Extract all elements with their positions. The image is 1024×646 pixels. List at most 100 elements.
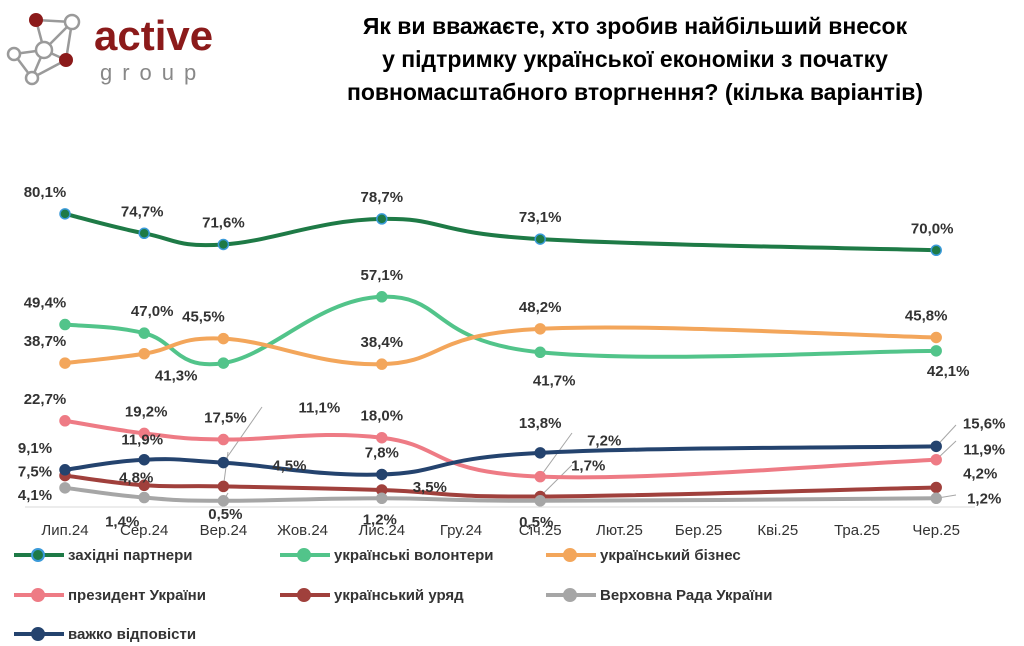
- title-line-1: Як ви вважаєте, хто зробив найбільший вн…: [362, 13, 908, 39]
- x-tick-label: Жов.24: [277, 522, 328, 539]
- x-tick-label: Бер.25: [675, 522, 722, 539]
- data-point: [534, 470, 546, 483]
- data-label: 18,0%: [361, 408, 404, 425]
- x-tick-label: Лис.24: [359, 522, 406, 539]
- data-label: 38,7%: [24, 333, 67, 350]
- title-line-3: повномасштабного вторгнення? (кілька вар…: [346, 79, 924, 105]
- data-point: [534, 233, 546, 245]
- data-point: [217, 238, 230, 251]
- legend-item: український уряд: [280, 583, 464, 607]
- x-tick-label: Лип.24: [41, 522, 88, 539]
- line-chart: Лип.24 Сер.24 Вер.24 Жов.24 Лис.24 Гру.24 Січ.…: [18, 184, 1006, 539]
- data-point: [376, 358, 388, 370]
- data-label: 71,6%: [202, 214, 245, 231]
- data-label: 11,9%: [121, 432, 163, 449]
- data-label: 7,2%: [587, 433, 621, 450]
- data-point: [930, 440, 942, 453]
- data-label: 45,8%: [905, 307, 948, 324]
- logo-sub: group: [100, 60, 206, 85]
- data-label: 78,7%: [361, 189, 404, 206]
- x-tick-label: Гру.24: [440, 522, 482, 539]
- data-point: [376, 468, 388, 481]
- data-point: [217, 495, 230, 507]
- data-label: 13,8%: [519, 415, 562, 432]
- x-axis: Лип.24 Сер.24 Вер.24 Жов.24 Лис.24 Гру.24 Січ.…: [25, 506, 975, 539]
- data-point: [59, 464, 71, 476]
- legend-swatch-icon: [14, 583, 64, 607]
- data-point: [930, 244, 942, 256]
- data-label: 49,4%: [24, 295, 67, 312]
- legend-label: український бізнес: [600, 546, 741, 564]
- logo: active group: [0, 0, 240, 92]
- data-label: 0,5%: [519, 514, 553, 531]
- data-point: [138, 327, 150, 339]
- data-point: [217, 433, 230, 446]
- data-label: 1,7%: [571, 457, 605, 474]
- legend-swatch-icon: [14, 543, 64, 567]
- data-label: 70,0%: [911, 220, 954, 237]
- data-label: 38,4%: [361, 334, 404, 351]
- legend-swatch-icon: [280, 583, 330, 607]
- data-point: [930, 331, 942, 344]
- legend-label: українські волонтери: [334, 546, 494, 564]
- data-label: 4,5%: [272, 457, 306, 474]
- data-point: [138, 491, 150, 504]
- data-point: [930, 345, 942, 357]
- data-point: [59, 482, 71, 494]
- data-label: 7,8%: [365, 444, 399, 461]
- data-point: [138, 347, 150, 360]
- data-label: 42,1%: [927, 363, 970, 380]
- leader-line: [539, 464, 573, 497]
- x-tick-label: Кві.25: [757, 522, 798, 539]
- logo-word: active: [94, 12, 213, 59]
- legend-swatch-icon: [14, 622, 64, 646]
- data-label: 11,9%: [963, 442, 1005, 459]
- data-point: [534, 323, 546, 335]
- data-point: [376, 291, 388, 303]
- x-tick-label: Чер.25: [912, 522, 960, 539]
- data-point: [138, 453, 150, 466]
- data-label: 19,2%: [125, 403, 168, 420]
- legend-item: Верховна Рада України: [546, 583, 773, 607]
- x-tick-label: Вер.24: [200, 522, 248, 539]
- data-label: 41,7%: [533, 372, 576, 389]
- series-line: [63, 473, 939, 499]
- data-point: [217, 480, 230, 493]
- data-point: [930, 492, 942, 505]
- data-label: 57,1%: [361, 267, 404, 284]
- x-tick-label: Тра.25: [834, 522, 880, 539]
- legend-item: український бізнес: [546, 543, 741, 567]
- series-line: [63, 211, 939, 253]
- data-point: [59, 357, 71, 369]
- data-label: 47,0%: [131, 303, 174, 320]
- data-point: [217, 332, 230, 345]
- data-point: [376, 492, 388, 505]
- data-label: 15,6%: [963, 415, 1006, 432]
- data-label: 4,2%: [963, 465, 997, 482]
- leader-line: [222, 406, 263, 463]
- data-label: 3,5%: [413, 479, 447, 496]
- data-label: 1,4%: [105, 514, 139, 531]
- data-label: 45,5%: [182, 309, 225, 326]
- data-label: 1,2%: [363, 511, 397, 528]
- data-label: 7,5%: [18, 464, 52, 481]
- legend-label: президент України: [68, 586, 206, 604]
- data-point: [534, 346, 546, 359]
- data-label: 41,3%: [155, 368, 198, 385]
- x-tick-label: Сер.24: [120, 522, 168, 539]
- series-line: [63, 444, 939, 477]
- data-label: 48,2%: [519, 299, 562, 316]
- data-label: 73,1%: [519, 209, 562, 226]
- data-point: [138, 479, 150, 492]
- data-point: [138, 427, 150, 440]
- data-label: 17,5%: [204, 410, 247, 427]
- logo-network-icon: active group: [6, 12, 213, 86]
- title-line-2: у підтримку української економіки з поча…: [382, 46, 888, 72]
- data-point: [376, 213, 388, 225]
- x-tick-label: Січ.25: [519, 522, 562, 539]
- legend-swatch-icon: [546, 543, 596, 567]
- legend-swatch-icon: [546, 583, 596, 607]
- data-point: [59, 415, 71, 427]
- data-label: 11,1%: [299, 400, 341, 417]
- leader-line: [222, 451, 229, 487]
